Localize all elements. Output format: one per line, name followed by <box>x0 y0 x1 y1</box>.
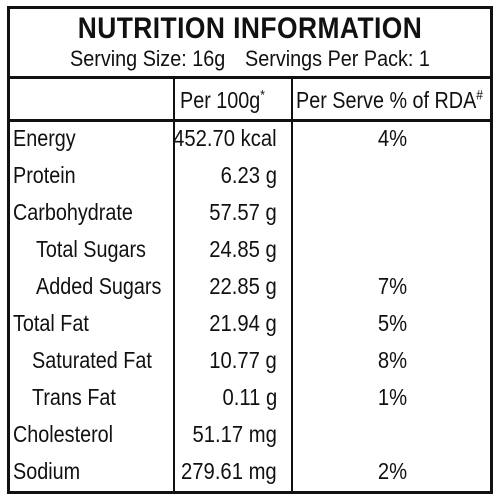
row-label: Added Sugars <box>36 273 162 299</box>
row-value: 452.70 kcal <box>173 125 277 151</box>
row-label: Total Sugars <box>36 236 146 262</box>
row-rda: 5% <box>377 310 408 336</box>
row-value: 57.57 g <box>209 199 277 225</box>
row-label: Trans Fat <box>32 384 116 410</box>
row-value: 51.17 mg <box>192 421 277 447</box>
row-rda: 1% <box>377 384 408 410</box>
column-header-per-serve: Per Serve % of RDA# <box>296 86 483 113</box>
row-label: Protein <box>13 162 76 188</box>
row-value: 10.77 g <box>209 347 277 373</box>
column-header-per-100g: Per 100g* <box>180 86 265 113</box>
serving-info: Serving Size: 16g Servings Per Pack: 1 <box>34 46 466 72</box>
row-label: Cholesterol <box>13 421 114 447</box>
row-value: 21.94 g <box>209 310 277 336</box>
row-rda: 8% <box>377 347 408 373</box>
row-value: 22.85 g <box>209 273 277 299</box>
panel-title: NUTRITION INFORMATION <box>77 12 423 45</box>
row-rda: 4% <box>377 125 408 151</box>
row-label: Saturated Fat <box>32 347 152 373</box>
servings-per-pack: Servings Per Pack: 1 <box>245 46 430 71</box>
row-label: Energy <box>13 125 76 151</box>
rule-under-header <box>10 76 490 79</box>
row-value: 24.85 g <box>209 236 277 262</box>
row-value: 0.11 g <box>222 384 277 410</box>
rule-under-columns <box>10 119 490 122</box>
row-value: 6.23 g <box>220 162 277 188</box>
row-label: Carbohydrate <box>13 199 133 225</box>
row-label: Total Fat <box>13 310 89 336</box>
column-divider-1 <box>173 77 175 491</box>
row-rda: 7% <box>377 273 408 299</box>
row-label: Sodium <box>13 458 81 484</box>
nutrition-panel: NUTRITION INFORMATION Serving Size: 16g S… <box>7 6 493 494</box>
column-divider-2 <box>291 77 293 491</box>
serving-size: Serving Size: 16g <box>70 46 226 71</box>
row-value: 279.61 mg <box>181 458 277 484</box>
row-rda: 2% <box>377 458 408 484</box>
